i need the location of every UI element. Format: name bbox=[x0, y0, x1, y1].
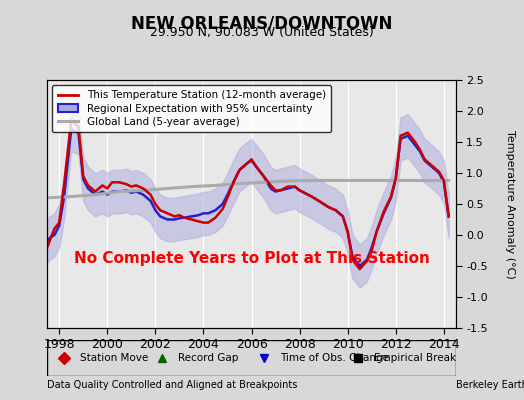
Text: Time of Obs. Change: Time of Obs. Change bbox=[280, 353, 389, 363]
Text: Berkeley Earth: Berkeley Earth bbox=[456, 380, 524, 390]
Legend: This Temperature Station (12-month average), Regional Expectation with 95% uncer: This Temperature Station (12-month avera… bbox=[52, 85, 331, 132]
Text: Record Gap: Record Gap bbox=[178, 353, 238, 363]
Text: Data Quality Controlled and Aligned at Breakpoints: Data Quality Controlled and Aligned at B… bbox=[47, 380, 298, 390]
Text: NEW ORLEANS/DOWNTOWN: NEW ORLEANS/DOWNTOWN bbox=[132, 14, 392, 32]
Text: Empirical Break: Empirical Break bbox=[374, 353, 456, 363]
Text: No Complete Years to Plot at This Station: No Complete Years to Plot at This Statio… bbox=[73, 251, 430, 266]
Text: Station Move: Station Move bbox=[80, 353, 148, 363]
Text: 29.950 N, 90.083 W (United States): 29.950 N, 90.083 W (United States) bbox=[150, 26, 374, 39]
Y-axis label: Temperature Anomaly (°C): Temperature Anomaly (°C) bbox=[505, 130, 515, 278]
